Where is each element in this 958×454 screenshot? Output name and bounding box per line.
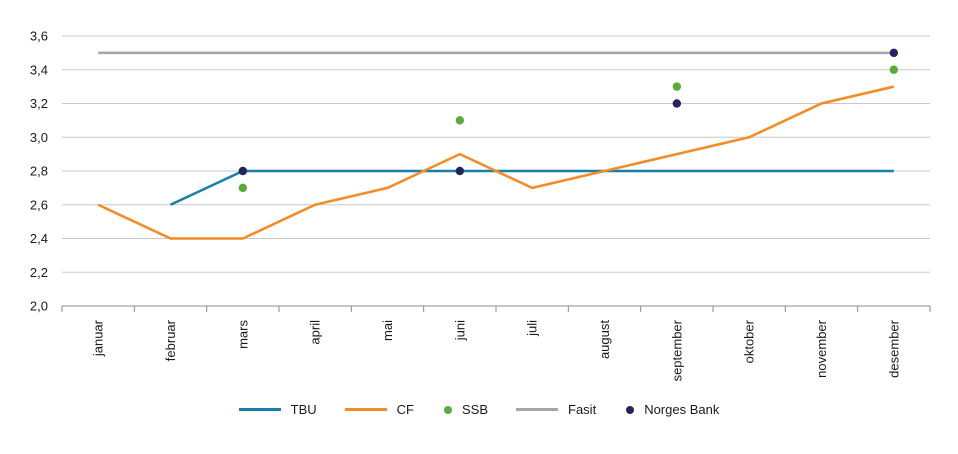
y-tick-label: 3,2 [30,96,48,111]
legend-swatch [626,405,635,414]
legend-label: CF [396,402,414,417]
legend-label: Fasit [568,402,597,417]
x-tick-label: september [669,319,684,381]
legend-item-fasit: Fasit [516,402,596,417]
data-point-ssb [672,82,682,91]
x-tick-label: mai [380,320,395,341]
y-tick-label: 2,2 [30,265,48,280]
data-point-ssb [238,183,248,193]
x-tick-label: juli [525,320,540,337]
data-point-norges-bank [672,99,682,108]
chart-plot: 2,0 2,2 2,4 2,6 2,8 3,0 3,2 3,4 3,6 januar februar… [30,29,931,381]
legend-item-tbu: TBU [238,402,317,417]
x-tick-label: februar [163,319,178,361]
x-tick-label: november [814,319,829,377]
y-tick-label: 2,4 [30,231,48,246]
series-line-tbu [169,169,894,206]
legend-label: SSB [462,402,489,417]
data-point-norges-bank [455,166,465,176]
series-line-cf [97,85,895,240]
y-tick-label: 3,6 [30,29,48,44]
legend-label: Norges Bank [644,402,720,417]
data-point-norges-bank [889,48,899,58]
x-tick-label: juni [452,320,467,341]
legend-item-norges-bank: Norges Bank [624,402,719,417]
x-tick-label: august [597,320,612,359]
x-tick-label: mars [235,320,250,349]
y-tick-label: 3,4 [30,62,48,77]
legend-label: TBU [290,402,317,417]
y-tick-label: 2,8 [30,164,48,179]
x-tick-label: oktober [742,319,757,363]
legend-item-ssb: SSB [442,402,488,417]
x-tick-label: april [308,320,323,345]
legend-swatch [238,408,281,411]
legend-swatch [444,405,452,414]
data-point-ssb [889,65,899,74]
legend-swatch [344,408,387,411]
y-tick-label: 2,6 [30,197,48,212]
data-point-norges-bank [238,166,248,176]
chart-legend: TBU CF SSB Fasit Norges Bank [0,402,958,417]
y-tick-label: 3,0 [30,130,48,145]
y-tick-label: 2,0 [30,299,48,314]
x-tick-label: januar [91,319,106,357]
legend-swatch [516,408,559,411]
legend-item-cf: CF [344,402,414,417]
x-tick-label: desember [886,319,901,377]
data-point-ssb [455,116,465,125]
